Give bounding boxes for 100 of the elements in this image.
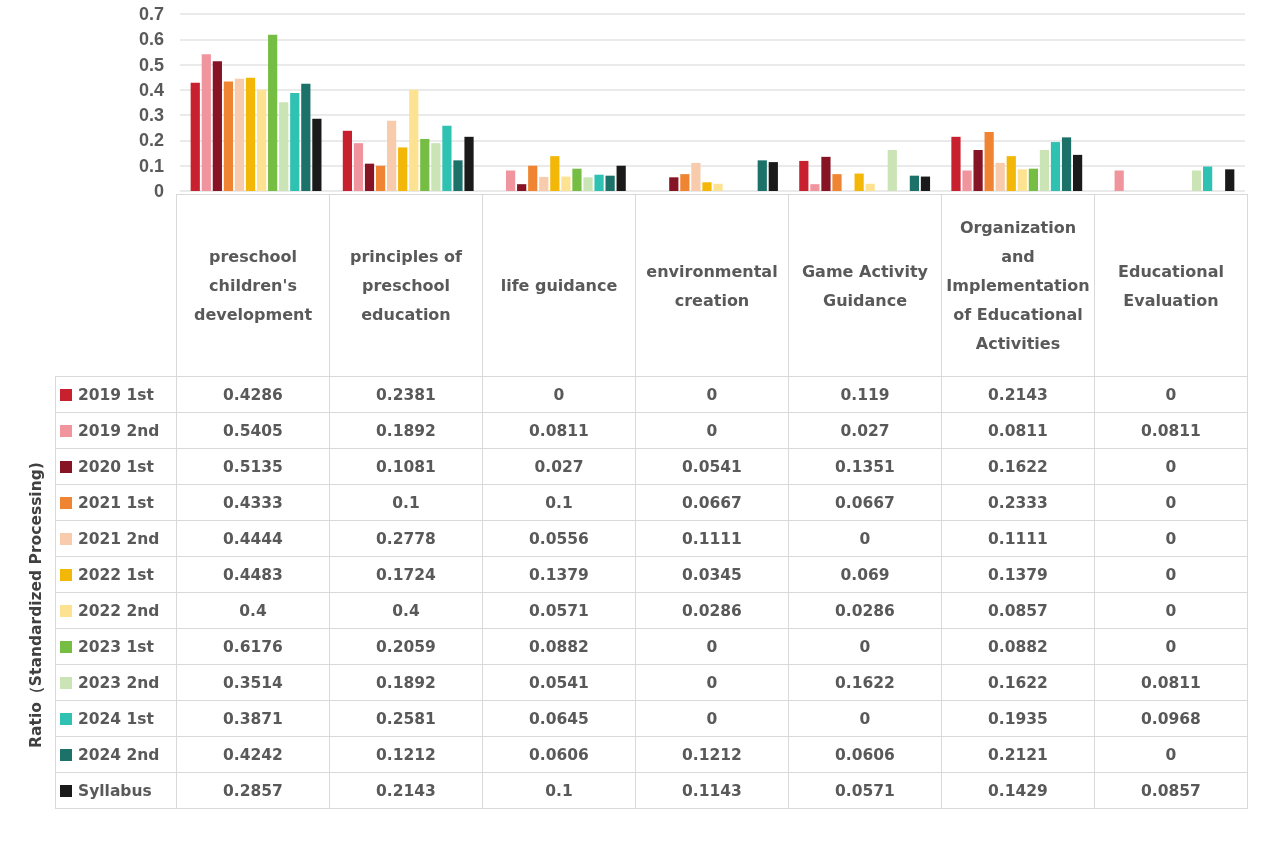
bar bbox=[854, 173, 864, 191]
data-label: 0.1622 bbox=[788, 664, 942, 701]
data-label: 0.1111 bbox=[941, 520, 1095, 557]
data-label: 0.1379 bbox=[941, 556, 1095, 593]
legend-label: 2023 1st bbox=[55, 628, 177, 665]
bar bbox=[616, 165, 626, 191]
bar bbox=[995, 162, 1005, 191]
data-label: 0.4 bbox=[329, 592, 483, 629]
bar bbox=[832, 174, 842, 191]
bar bbox=[1006, 156, 1016, 191]
data-label: 0.1143 bbox=[635, 772, 789, 809]
data-label: 0.1379 bbox=[482, 556, 636, 593]
bar bbox=[821, 156, 831, 191]
data-label: 0.1351 bbox=[788, 448, 942, 485]
data-label: 0.0541 bbox=[635, 448, 789, 485]
data-label: 0.0968 bbox=[1094, 700, 1248, 737]
legend-label: 2024 1st bbox=[55, 700, 177, 737]
data-label: 0 bbox=[788, 628, 942, 665]
data-label: 0 bbox=[1094, 484, 1248, 521]
bar bbox=[268, 34, 278, 191]
bar bbox=[245, 77, 256, 191]
data-label: 0.4286 bbox=[176, 376, 330, 413]
bar bbox=[398, 147, 408, 191]
data-label: 0.1081 bbox=[329, 448, 483, 485]
x-tick-label: principles of preschool education bbox=[329, 194, 483, 377]
data-label: 0.2381 bbox=[329, 376, 483, 413]
bar bbox=[464, 136, 474, 191]
data-label: 0 bbox=[635, 700, 789, 737]
data-label: 0 bbox=[1094, 520, 1248, 557]
data-label: 0 bbox=[1094, 592, 1248, 629]
bar bbox=[420, 138, 430, 191]
data-label: 0 bbox=[635, 628, 789, 665]
data-label: 0.0286 bbox=[788, 592, 942, 629]
data-label: 0.1429 bbox=[941, 772, 1095, 809]
bar bbox=[201, 54, 211, 191]
y-tick-label: 0.6 bbox=[138, 29, 164, 50]
data-label: 0.1 bbox=[329, 484, 483, 521]
bar bbox=[865, 183, 875, 191]
bar bbox=[387, 120, 397, 191]
bar bbox=[691, 162, 701, 191]
data-label: 0.4444 bbox=[176, 520, 330, 557]
data-label: 0.4 bbox=[176, 592, 330, 629]
legend-label: 2021 1st bbox=[55, 484, 177, 521]
data-label: 0.0882 bbox=[482, 628, 636, 665]
data-label: 0.027 bbox=[788, 412, 942, 449]
y-tick-label: 0.3 bbox=[138, 105, 164, 126]
data-label: 0.4242 bbox=[176, 736, 330, 773]
data-label: 0.119 bbox=[788, 376, 942, 413]
legend-label: 2021 2nd bbox=[55, 520, 177, 557]
bar bbox=[757, 160, 767, 191]
data-label: 0.1 bbox=[482, 772, 636, 809]
data-label: 0.2121 bbox=[941, 736, 1095, 773]
bar bbox=[353, 143, 364, 191]
legend-label: 2022 1st bbox=[55, 556, 177, 593]
legend-label: 2024 2nd bbox=[55, 736, 177, 773]
data-label: 0.1212 bbox=[329, 736, 483, 773]
data-label: 0.1212 bbox=[635, 736, 789, 773]
data-label: 0.0811 bbox=[1094, 412, 1248, 449]
y-tick-label: 0.7 bbox=[138, 4, 164, 24]
data-label: 0.1 bbox=[482, 484, 636, 521]
data-label: 0.1724 bbox=[329, 556, 483, 593]
data-label: 0 bbox=[635, 664, 789, 701]
bar bbox=[1039, 149, 1050, 191]
data-label: 0 bbox=[1094, 448, 1248, 485]
bar bbox=[1061, 137, 1072, 191]
data-label: 0 bbox=[1094, 628, 1248, 665]
data-label: 0.0811 bbox=[1094, 664, 1248, 701]
data-label: 0.0571 bbox=[788, 772, 942, 809]
data-label: 0.0541 bbox=[482, 664, 636, 701]
bar bbox=[583, 177, 593, 191]
legend-label: 2019 2nd bbox=[55, 412, 177, 449]
data-label: 0.5135 bbox=[176, 448, 330, 485]
bar bbox=[539, 176, 549, 191]
data-label: 0.1935 bbox=[941, 700, 1095, 737]
x-tick-label: life guidance bbox=[482, 194, 636, 377]
y-tick-label: 0.2 bbox=[138, 130, 164, 151]
bar bbox=[702, 182, 712, 191]
data-label: 0.3871 bbox=[176, 700, 330, 737]
data-label: 0.1892 bbox=[329, 664, 483, 701]
y-tick-label: 0 bbox=[153, 181, 164, 201]
bar bbox=[973, 149, 983, 191]
data-label: 0.2778 bbox=[329, 520, 483, 557]
x-tick-label: Organization and Implementation of Educational Activities bbox=[941, 194, 1095, 377]
data-label: 0.0345 bbox=[635, 556, 789, 593]
bar bbox=[364, 163, 375, 191]
bar bbox=[1028, 168, 1038, 191]
bar bbox=[1050, 142, 1061, 191]
data-label: 0.0811 bbox=[482, 412, 636, 449]
bar bbox=[301, 83, 311, 191]
bar bbox=[887, 149, 897, 191]
data-label: 0.0286 bbox=[635, 592, 789, 629]
x-tick-label: Educational Evaluation bbox=[1094, 194, 1248, 377]
bar bbox=[550, 156, 560, 191]
bar bbox=[768, 162, 778, 191]
bar bbox=[951, 136, 961, 191]
data-label: 0.6176 bbox=[176, 628, 330, 665]
data-label: 0.1622 bbox=[941, 664, 1095, 701]
data-label: 0.2333 bbox=[941, 484, 1095, 521]
bar bbox=[605, 175, 615, 191]
data-label: 0.2581 bbox=[329, 700, 483, 737]
